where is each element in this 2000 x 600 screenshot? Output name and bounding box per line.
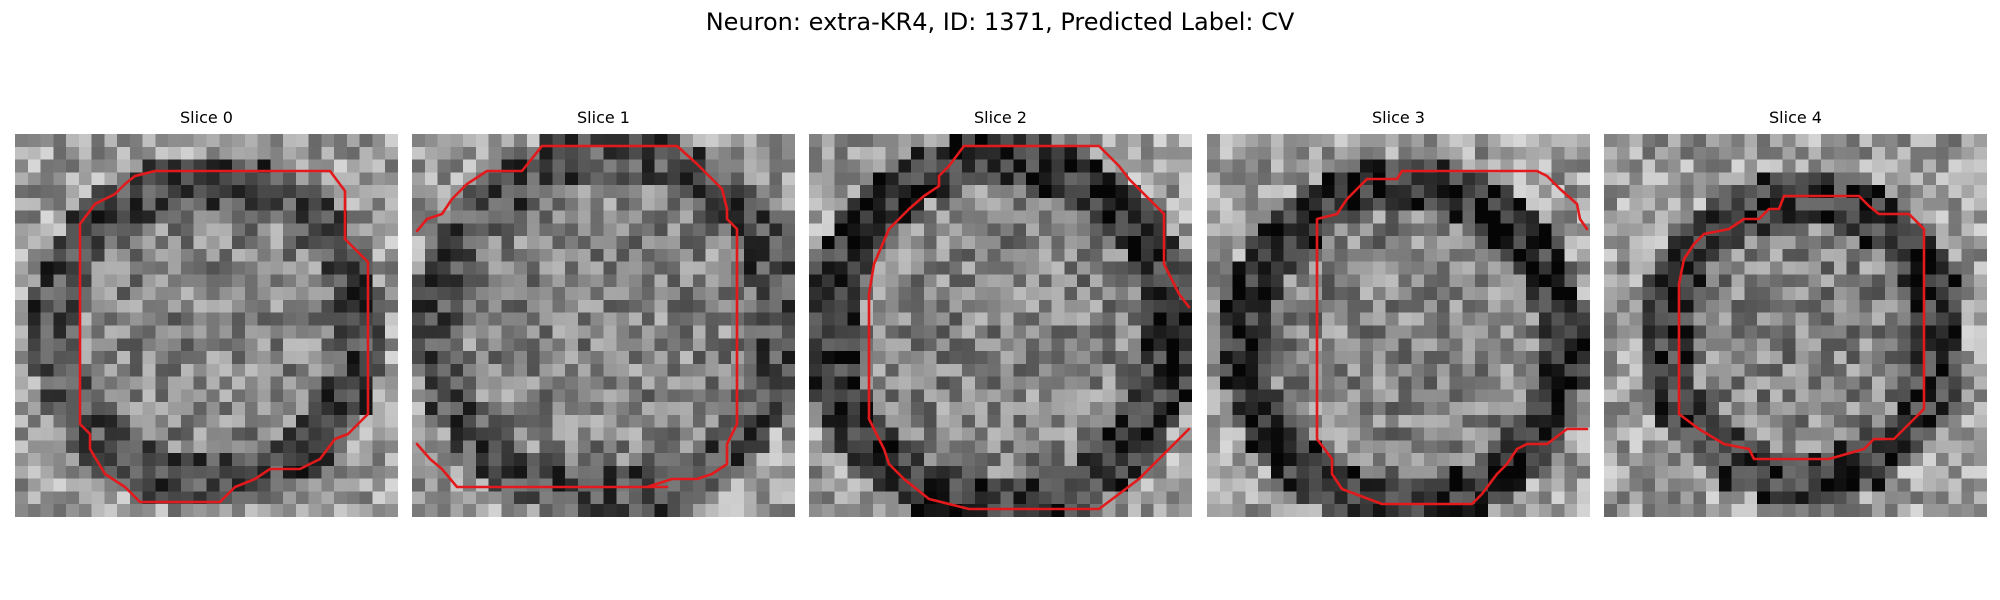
cell-contour [1677,194,1926,461]
contour-overlay [1677,194,1926,461]
slice-image [15,134,398,517]
cell-contour [867,144,1191,511]
slice-title: Slice 3 [1372,108,1425,127]
contour-overlay [415,144,739,489]
slice-image [809,134,1192,517]
cell-contour [1315,169,1589,506]
slice-title: Slice 0 [180,108,233,127]
contour-overlay [78,169,370,504]
slice-image [1207,134,1590,517]
contour-overlay [867,144,1191,511]
slice-title: Slice 4 [1769,108,1822,127]
grayscale-slice-image [412,134,795,517]
grayscale-slice-image [1207,134,1590,517]
slice-panel-1: Slice 1 [412,108,795,517]
slice-image [1604,134,1987,517]
grayscale-slice-image [809,134,1192,517]
contour-overlay [1315,169,1589,506]
figure-title: Neuron: extra-KR4, ID: 1371, Predicted L… [705,8,1295,36]
slice-panel-2: Slice 2 [809,108,1192,517]
slice-panel-3: Slice 3 [1207,108,1590,517]
slice-panel-0: Slice 0 [15,108,398,517]
slice-image [412,134,795,517]
slice-title: Slice 1 [577,108,630,127]
cell-contour [415,144,739,489]
slice-panel-4: Slice 4 [1604,108,1987,517]
slice-title: Slice 2 [974,108,1027,127]
cell-contour [78,169,370,504]
